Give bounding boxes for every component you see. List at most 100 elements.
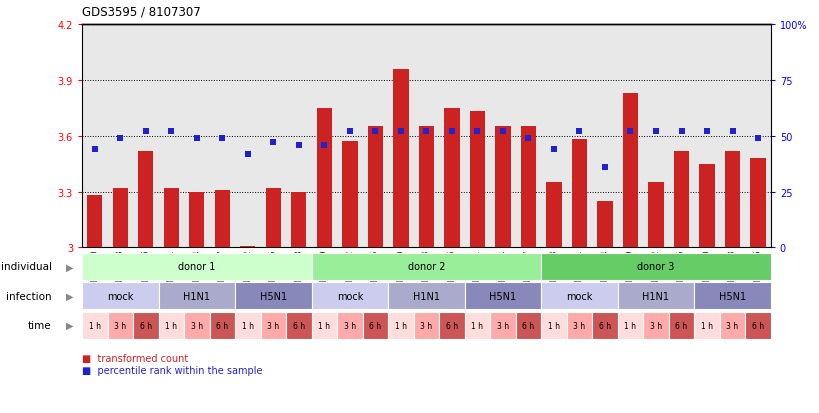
Text: 6 h: 6 h [446, 321, 458, 330]
Bar [82, 253, 311, 280]
Text: 6 h: 6 h [522, 321, 534, 330]
Text: 6 h: 6 h [216, 321, 229, 330]
Text: 6 h: 6 h [675, 321, 687, 330]
Bar [387, 282, 464, 310]
Text: ▶: ▶ [66, 320, 74, 330]
Bar [138, 151, 153, 248]
Text: mock: mock [566, 291, 592, 301]
Bar [260, 312, 286, 339]
Bar [571, 140, 586, 248]
Bar [367, 127, 382, 248]
Bar [642, 312, 668, 339]
Text: 6 h: 6 h [292, 321, 305, 330]
Bar [724, 151, 740, 248]
Text: time: time [28, 320, 52, 330]
Text: H5N1: H5N1 [489, 291, 516, 301]
Bar [164, 188, 179, 248]
Text: 3 h: 3 h [267, 321, 279, 330]
Text: 3 h: 3 h [496, 321, 509, 330]
Bar [215, 190, 229, 248]
Bar [520, 127, 536, 248]
Bar [490, 312, 515, 339]
Bar [291, 192, 306, 248]
Bar [265, 188, 281, 248]
Text: 3 h: 3 h [191, 321, 202, 330]
Bar [112, 188, 128, 248]
Text: ■  percentile rank within the sample: ■ percentile rank within the sample [82, 366, 262, 375]
Text: 6 h: 6 h [369, 321, 381, 330]
Text: donor 3: donor 3 [636, 262, 674, 272]
Bar [444, 109, 459, 248]
Bar [158, 282, 235, 310]
Text: GDS3595 / 8107307: GDS3595 / 8107307 [82, 6, 201, 19]
Bar [362, 312, 387, 339]
Bar [699, 164, 714, 248]
Bar [413, 312, 439, 339]
Bar [617, 312, 642, 339]
Bar [495, 127, 510, 248]
Bar [393, 69, 408, 248]
Text: 3 h: 3 h [726, 321, 738, 330]
Bar [566, 312, 591, 339]
Text: donor 2: donor 2 [407, 262, 445, 272]
Bar [464, 312, 490, 339]
Bar [668, 312, 694, 339]
Bar [337, 312, 362, 339]
Bar [158, 312, 183, 339]
Bar [189, 192, 204, 248]
Bar [107, 312, 133, 339]
Text: 1 h: 1 h [547, 321, 559, 330]
Bar [617, 282, 694, 310]
Bar [469, 112, 485, 248]
Bar [744, 312, 770, 339]
Bar [387, 312, 413, 339]
Bar [235, 312, 260, 339]
Bar [82, 312, 107, 339]
Text: ■  transformed count: ■ transformed count [82, 353, 188, 363]
Bar [240, 246, 256, 248]
Bar [541, 282, 617, 310]
Bar [591, 312, 617, 339]
Text: ▶: ▶ [66, 262, 74, 272]
Text: 1 h: 1 h [624, 321, 636, 330]
Text: 6 h: 6 h [751, 321, 763, 330]
Text: 1 h: 1 h [700, 321, 713, 330]
Text: ▶: ▶ [66, 291, 74, 301]
Bar [648, 183, 663, 248]
Text: infection: infection [6, 291, 52, 301]
Text: donor 1: donor 1 [178, 262, 215, 272]
Bar [439, 312, 464, 339]
Bar [464, 282, 541, 310]
Text: H1N1: H1N1 [413, 291, 439, 301]
Text: H5N1: H5N1 [718, 291, 745, 301]
Bar [82, 282, 158, 310]
Text: 6 h: 6 h [598, 321, 610, 330]
Bar [515, 312, 541, 339]
Bar [673, 151, 688, 248]
Text: 3 h: 3 h [572, 321, 585, 330]
Bar [311, 282, 387, 310]
Bar [596, 201, 612, 248]
Bar [719, 312, 744, 339]
Bar [694, 312, 719, 339]
Text: individual: individual [1, 262, 52, 272]
Bar [541, 253, 770, 280]
Bar [545, 183, 561, 248]
Bar [133, 312, 158, 339]
Bar [749, 159, 765, 248]
Text: H1N1: H1N1 [183, 291, 210, 301]
Bar [419, 127, 433, 248]
Text: 1 h: 1 h [395, 321, 406, 330]
Bar [235, 282, 311, 310]
Text: 1 h: 1 h [318, 321, 330, 330]
Bar [342, 142, 357, 248]
Text: 6 h: 6 h [139, 321, 152, 330]
Bar [87, 196, 102, 248]
Bar [541, 312, 566, 339]
Bar [286, 312, 311, 339]
Text: 1 h: 1 h [165, 321, 177, 330]
Text: 3 h: 3 h [649, 321, 661, 330]
Bar [311, 253, 541, 280]
Bar [311, 312, 337, 339]
Text: H5N1: H5N1 [260, 291, 287, 301]
